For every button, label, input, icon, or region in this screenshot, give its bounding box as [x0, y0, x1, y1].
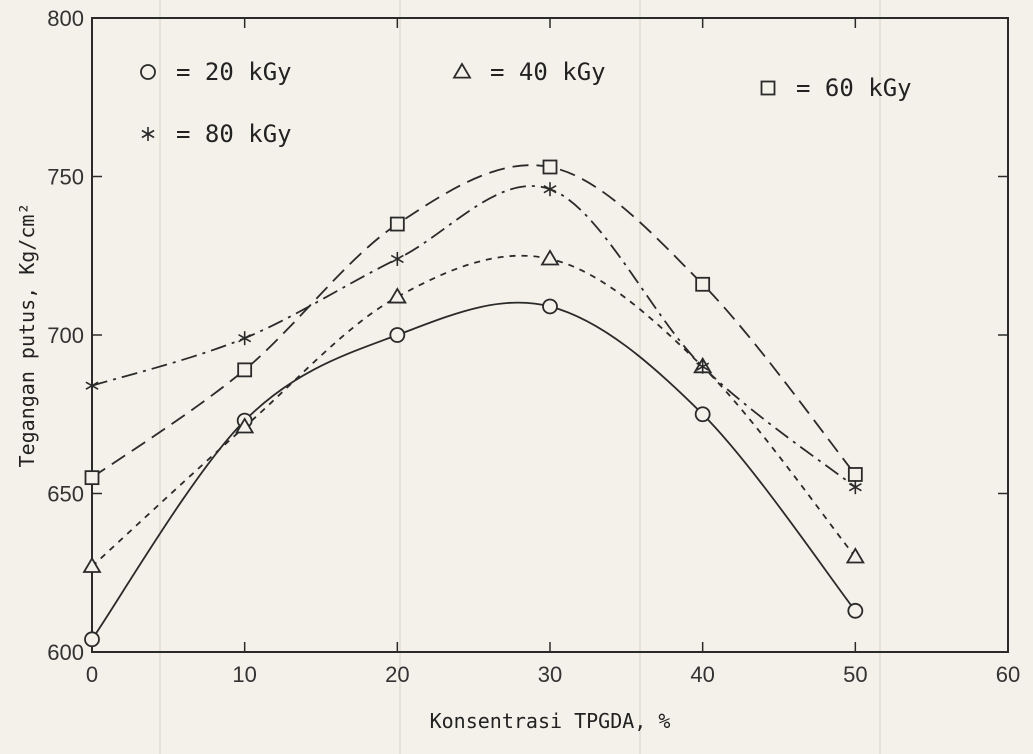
- y-axis-title: Tegangan putus, Kg/cm²: [15, 203, 39, 468]
- marker-asterisk-3-1: [238, 331, 252, 346]
- marker-square-2-2: [389, 216, 405, 232]
- x-tick-label: 50: [843, 662, 867, 687]
- marker-circle-0-2: [389, 327, 406, 343]
- marker-triangle-1-5: [845, 547, 865, 564]
- marker-circle-0-5: [847, 602, 864, 619]
- tick-labels: 0 10 20 30 40 50 60 600 650 700 750 800: [47, 6, 1020, 687]
- series-markers: [82, 159, 865, 648]
- x-tick-label: 40: [690, 662, 714, 687]
- marker-triangle-1-3: [540, 249, 560, 266]
- marker-asterisk-3-2: [390, 251, 404, 266]
- marker-square-2-3: [542, 159, 558, 175]
- legend-entry-0: = 20 kGy: [176, 58, 292, 86]
- marker-circle-0-0: [84, 631, 100, 648]
- marker-square-legend-2: [760, 80, 776, 96]
- x-tick-label: 20: [385, 662, 409, 687]
- marker-square-2-4: [695, 276, 711, 292]
- series-lines: [91, 164, 857, 640]
- marker-asterisk-3-0: [85, 378, 99, 393]
- paper-texture: [159, 0, 881, 754]
- legend-entry-1: = 40 kGy: [490, 58, 606, 86]
- x-tick-label: 60: [996, 662, 1020, 687]
- series-line-1: [91, 254, 857, 568]
- marker-asterisk-3-5: [848, 480, 862, 495]
- marker-triangle-1-2: [387, 287, 407, 304]
- marker-square-2-1: [237, 362, 253, 378]
- series-line-3: [91, 185, 856, 488]
- marker-asterisk-legend-3: [141, 127, 155, 141]
- marker-square-2-0: [84, 470, 100, 486]
- series-line-2: [91, 164, 857, 479]
- legend-entry-2: = 60 kGy: [796, 74, 912, 102]
- y-tick-label: 650: [47, 482, 84, 507]
- marker-circle-0-4: [694, 406, 711, 423]
- marker-circle-legend-0: [140, 64, 156, 80]
- plot-frame: [91, 17, 1009, 653]
- x-axis-title: Konsentrasi TPGDA, %: [430, 709, 671, 733]
- marker-asterisk-3-4: [696, 359, 710, 374]
- y-tick-label: 700: [47, 323, 84, 348]
- x-tick-label: 0: [86, 662, 98, 687]
- marker-triangle-legend-1: [452, 62, 472, 79]
- marker-triangle-1-0: [82, 556, 102, 573]
- legend-entry-3: = 80 kGy: [176, 120, 292, 148]
- x-tick-label: 10: [232, 662, 256, 687]
- legend: = 20 kGy = 40 kGy = 60 kGy = 80 kGy: [140, 58, 912, 148]
- y-tick-label: 750: [47, 165, 84, 190]
- axis-ticks: [91, 17, 1009, 653]
- marker-square-2-5: [847, 467, 863, 482]
- marker-triangle-1-1: [235, 417, 255, 434]
- x-tick-label: 30: [538, 662, 562, 687]
- marker-asterisk-3-3: [543, 182, 557, 197]
- series-line-0: [91, 301, 857, 640]
- y-tick-label: 800: [47, 6, 84, 31]
- y-tick-label: 600: [47, 640, 84, 665]
- marker-circle-0-3: [542, 298, 558, 315]
